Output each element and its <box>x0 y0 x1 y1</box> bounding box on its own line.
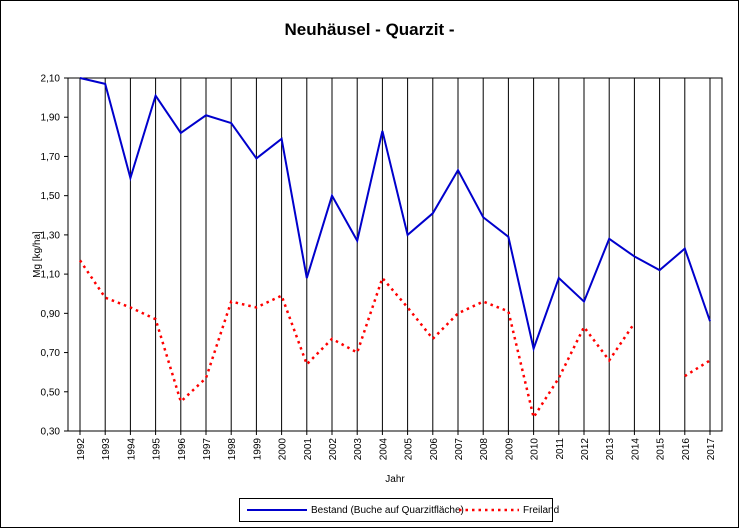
series-line-freiland <box>684 359 711 378</box>
x-tick-label: 2017 <box>706 438 717 461</box>
y-tick-label: 1,50 <box>41 191 61 202</box>
x-axis-label: Jahr <box>385 474 405 485</box>
x-tick-label: 1998 <box>227 438 238 461</box>
y-tick-label: 1,70 <box>41 152 61 163</box>
x-tick-label: 1996 <box>177 438 188 461</box>
y-tick-label: 1,10 <box>41 270 61 281</box>
series-line-freiland <box>78 259 636 421</box>
y-tick-label: 1,90 <box>41 113 61 124</box>
y-tick-label: 2,10 <box>41 74 61 85</box>
legend-label-bestand: Bestand (Buche auf Quarzitfläche) <box>311 504 464 516</box>
x-tick-label: 2009 <box>504 438 515 461</box>
x-tick-label: 1994 <box>126 438 137 461</box>
legend-swatch-bestand <box>247 509 307 511</box>
y-tick-label: 0,50 <box>41 387 61 398</box>
plot-area <box>67 77 723 432</box>
x-tick-label: 2010 <box>530 438 541 461</box>
x-tick-label: 1997 <box>202 438 213 461</box>
legend-swatch-freiland <box>459 508 519 512</box>
x-tick-label: 2002 <box>328 438 339 461</box>
x-tick-label: 2012 <box>580 438 591 461</box>
x-tick-label: 1992 <box>76 438 87 461</box>
x-tick-label: 2013 <box>605 438 616 461</box>
x-tick-label: 2003 <box>353 438 364 461</box>
legend-item-freiland: Freiland <box>458 504 559 516</box>
x-tick-label: 1999 <box>252 438 263 461</box>
x-tick-label: 2016 <box>681 438 692 461</box>
y-tick-label: 0,90 <box>41 309 61 320</box>
series-line-bestand <box>79 77 711 353</box>
x-tick-label: 1995 <box>152 438 163 461</box>
y-tick-label: 0,30 <box>41 427 61 438</box>
x-tick-label: 2006 <box>429 438 440 461</box>
x-tick-label: 2014 <box>630 438 641 461</box>
x-tick-label: 2000 <box>278 438 289 461</box>
x-tick-label: 2011 <box>555 438 566 460</box>
chart-title: Neuhäusel - Quarzit - <box>284 20 455 39</box>
y-tick-label: 1,30 <box>41 230 61 241</box>
x-tick-label: 2008 <box>479 438 490 461</box>
y-tick-label: 0,70 <box>41 348 61 359</box>
x-tick-label: 2004 <box>378 438 389 461</box>
x-tick-label: 2015 <box>656 438 667 461</box>
y-axis-label: Mg [kg/ha] <box>32 231 43 278</box>
x-tick-label: 2007 <box>454 438 465 461</box>
legend-item-bestand: Bestand (Buche auf Quarzitfläche) <box>246 504 464 516</box>
chart-legend: Bestand (Buche auf Quarzitfläche) Freila… <box>239 498 559 522</box>
x-tick-label: 1993 <box>101 438 112 461</box>
x-tick-label: 2005 <box>404 438 415 461</box>
x-tick-label: 2001 <box>303 438 314 461</box>
legend-label-freiland: Freiland <box>523 504 560 516</box>
